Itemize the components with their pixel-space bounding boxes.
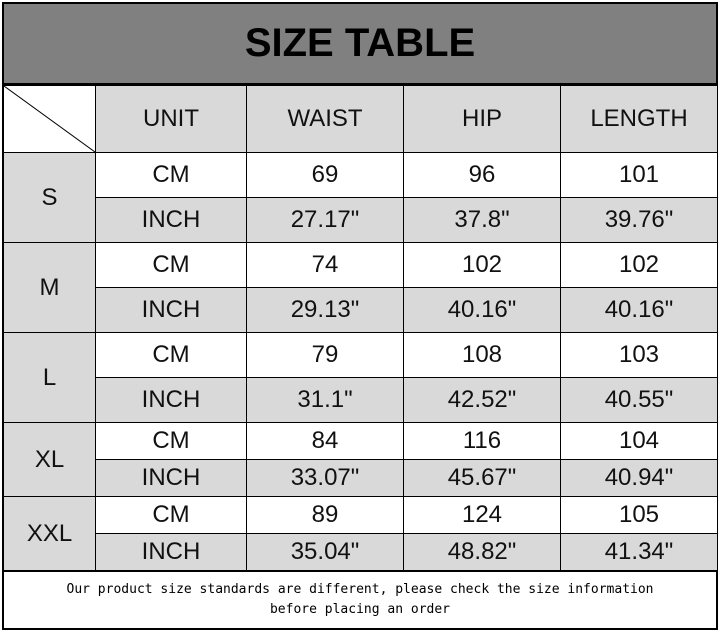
table-row: M CM 74 102 102 (3, 242, 718, 333)
size-label: XXL (3, 496, 96, 571)
footer-line-1: Our product size standards are different… (66, 582, 654, 597)
cell-unit: INCH (95, 459, 247, 497)
cell-length: 40.94" (560, 459, 718, 497)
header-row: UNIT WAIST HIP LENGTH (3, 85, 718, 153)
cell-length: 101 (560, 152, 718, 198)
cell-unit: CM (95, 422, 247, 460)
header-length: LENGTH (560, 85, 718, 153)
cell-length: 39.76" (560, 197, 718, 243)
footer-note: Our product size standards are different… (4, 571, 716, 641)
header-unit: UNIT (95, 85, 247, 153)
cell-length: 41.34" (560, 533, 718, 571)
cell-length: 105 (560, 496, 718, 534)
cell-hip: 108 (403, 332, 561, 378)
size-label: XL (3, 422, 96, 497)
header-hip: HIP (403, 85, 561, 153)
cell-hip: 40.16" (403, 287, 561, 333)
cell-hip: 124 (403, 496, 561, 534)
size-table-frame: SIZE TABLE UNIT WAIST HIP LENGTH S CM 69 96… (2, 2, 718, 630)
cell-hip: 96 (403, 152, 561, 198)
table-row: INCH 31.1" 42.52" 40.55" (4, 377, 718, 423)
cell-waist: 69 (246, 152, 404, 198)
table-row: S CM 69 96 101 (3, 152, 718, 243)
cell-unit: INCH (95, 197, 247, 243)
cell-waist: 84 (246, 422, 404, 460)
cell-hip: 116 (403, 422, 561, 460)
cell-waist: 31.1" (246, 377, 404, 423)
cell-length: 103 (560, 332, 718, 378)
cell-length: 104 (560, 422, 718, 460)
size-label: M (3, 242, 96, 333)
cell-hip: 45.67" (403, 459, 561, 497)
cell-waist: 79 (246, 332, 404, 378)
cell-hip: 37.8" (403, 197, 561, 243)
cell-waist: 27.17" (246, 197, 404, 243)
cell-waist: 29.13" (246, 287, 404, 333)
cell-hip: 42.52" (403, 377, 561, 423)
cell-waist: 89 (246, 496, 404, 534)
cell-length: 102 (560, 242, 718, 288)
cell-unit: INCH (95, 533, 247, 571)
cell-unit: CM (95, 152, 247, 198)
table-row: INCH 35.04" 48.82" 41.34" (4, 533, 718, 571)
corner-cell (3, 85, 96, 153)
footer-line-2: before placing an order (269, 602, 450, 617)
cell-waist: 33.07" (246, 459, 404, 497)
cell-length: 40.16" (560, 287, 718, 333)
table-title: SIZE TABLE (4, 4, 716, 85)
table-row: XL CM 84 116 104 (3, 422, 718, 497)
cell-length: 40.55" (560, 377, 718, 423)
cell-unit: INCH (95, 287, 247, 333)
table-row: INCH 27.17" 37.8" 39.76" (4, 197, 718, 243)
cell-unit: CM (95, 496, 247, 534)
cell-unit: CM (95, 332, 247, 378)
table-row: INCH 33.07" 45.67" 40.94" (4, 459, 718, 497)
cell-waist: 35.04" (246, 533, 404, 571)
table-row: XXL CM 89 124 105 (3, 496, 718, 571)
size-table: UNIT WAIST HIP LENGTH S CM 69 96 101 INCH 27.1… (3, 85, 718, 571)
cell-unit: INCH (95, 377, 247, 423)
header-waist: WAIST (246, 85, 404, 153)
cell-waist: 74 (246, 242, 404, 288)
cell-unit: CM (95, 242, 247, 288)
diagonal-line (4, 86, 95, 152)
size-label: L (3, 332, 96, 423)
size-label: S (3, 152, 96, 243)
cell-hip: 48.82" (403, 533, 561, 571)
table-row: L CM 79 108 103 (3, 332, 718, 423)
table-row: INCH 29.13" 40.16" 40.16" (4, 287, 718, 333)
cell-hip: 102 (403, 242, 561, 288)
